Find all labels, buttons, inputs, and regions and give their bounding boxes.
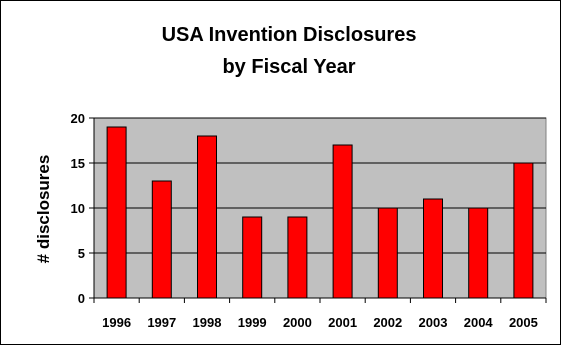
y-tick-label: 20 [71,111,85,126]
bar [197,135,217,299]
chart-title-line-2: by Fiscal Year [222,56,355,78]
x-tick-label: 2001 [328,315,357,330]
x-tick-label: 2000 [283,315,312,330]
bar [377,207,398,299]
x-tick-label: 1998 [193,315,222,330]
x-tick-label: 1997 [147,315,176,330]
y-tick-labels: 0 5 10 15 20 [71,111,85,306]
bar [287,216,308,299]
bar [468,207,489,299]
axes [93,118,547,303]
bars [106,126,534,299]
y-axis-label: # disclosures [34,155,53,264]
bar [106,126,127,299]
bar [513,162,534,299]
x-tick-label: 2005 [509,315,538,330]
bar [151,180,172,299]
y-tick-label: 15 [71,156,85,171]
bar [332,144,353,299]
bar [242,216,263,299]
x-tick-labels: 1996 1997 1998 1999 2000 2001 2002 2003 2004 2005 [102,315,538,330]
bar [423,198,443,299]
x-tick-label: 1999 [238,315,267,330]
x-tick-label: 2003 [419,315,448,330]
x-tick-label: 2004 [464,315,494,330]
y-tick-label: 0 [78,291,85,306]
x-tick-label: 2002 [373,315,402,330]
y-tick-label: 5 [78,246,85,261]
x-tick-label: 1996 [102,315,131,330]
chart-title-line-1: USA Invention Disclosures [162,24,417,46]
y-tick-label: 10 [71,201,85,216]
